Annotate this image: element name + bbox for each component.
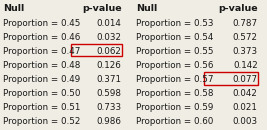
Text: 0.986: 0.986 <box>97 117 121 126</box>
Text: 0.032: 0.032 <box>96 33 121 42</box>
Text: Proportion = 0.54: Proportion = 0.54 <box>136 33 214 42</box>
Text: Proportion = 0.55: Proportion = 0.55 <box>136 47 214 56</box>
Text: p-value: p-value <box>218 4 258 13</box>
Text: 0.003: 0.003 <box>233 117 258 126</box>
Text: Proportion = 0.57: Proportion = 0.57 <box>136 75 214 84</box>
Text: 0.042: 0.042 <box>233 89 258 98</box>
Text: Proportion = 0.46: Proportion = 0.46 <box>3 33 80 42</box>
Text: Null: Null <box>3 4 24 13</box>
Text: 0.021: 0.021 <box>233 103 258 112</box>
Text: Proportion = 0.56: Proportion = 0.56 <box>136 61 214 70</box>
Bar <box>204 72 258 84</box>
Text: Proportion = 0.47: Proportion = 0.47 <box>3 47 80 56</box>
Text: 0.373: 0.373 <box>233 47 258 56</box>
Text: Proportion = 0.51: Proportion = 0.51 <box>3 103 80 112</box>
Text: 0.142: 0.142 <box>233 61 258 70</box>
Text: 0.062: 0.062 <box>97 47 121 56</box>
Text: Proportion = 0.52: Proportion = 0.52 <box>3 117 80 126</box>
Text: Proportion = 0.45: Proportion = 0.45 <box>3 19 80 28</box>
Text: Proportion = 0.53: Proportion = 0.53 <box>136 19 214 28</box>
Bar <box>71 44 122 56</box>
Text: 0.787: 0.787 <box>233 19 258 28</box>
Text: p-value: p-value <box>82 4 121 13</box>
Text: Proportion = 0.59: Proportion = 0.59 <box>136 103 214 112</box>
Text: Null: Null <box>136 4 158 13</box>
Text: 0.126: 0.126 <box>97 61 121 70</box>
Text: Proportion = 0.48: Proportion = 0.48 <box>3 61 80 70</box>
Text: 0.598: 0.598 <box>96 89 121 98</box>
Text: 0.014: 0.014 <box>97 19 121 28</box>
Text: Proportion = 0.60: Proportion = 0.60 <box>136 117 214 126</box>
Text: 0.077: 0.077 <box>233 75 258 84</box>
Text: 0.572: 0.572 <box>233 33 258 42</box>
Text: Proportion = 0.50: Proportion = 0.50 <box>3 89 80 98</box>
Text: Proportion = 0.58: Proportion = 0.58 <box>136 89 214 98</box>
Text: 0.371: 0.371 <box>96 75 121 84</box>
Text: Proportion = 0.49: Proportion = 0.49 <box>3 75 80 84</box>
Text: 0.733: 0.733 <box>96 103 121 112</box>
